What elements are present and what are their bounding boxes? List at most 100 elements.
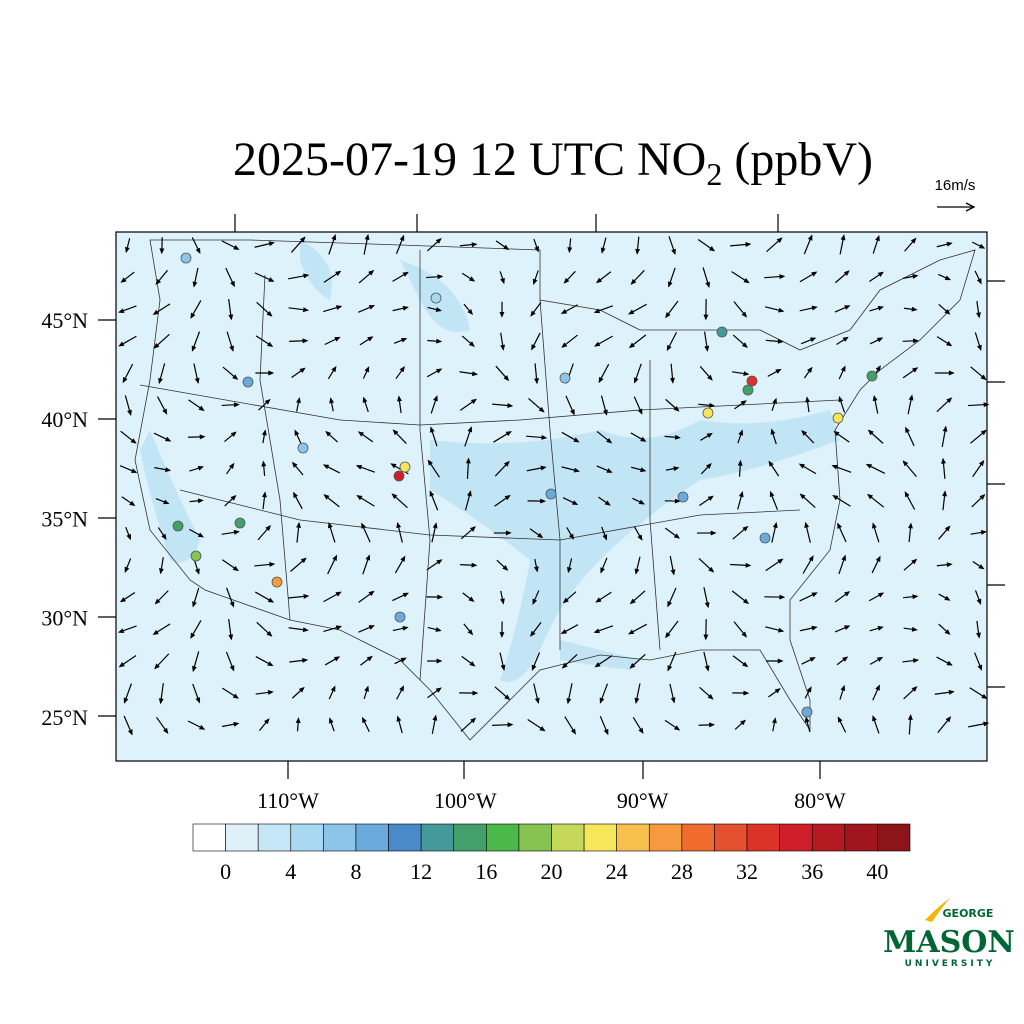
arrow-head [872,715,877,722]
wind-arrow [192,587,200,608]
arrow-head [706,432,713,439]
wind-arrow [459,242,478,248]
wind-arrow [972,459,985,478]
arrow-head [299,236,306,243]
arrow-head [876,337,884,343]
wind-arrow [119,592,136,603]
wind-arrow [355,464,375,473]
wind-arrow [902,460,917,478]
wind-arrow [463,303,474,316]
arrow-head [334,336,341,342]
wind-arrow [801,429,815,444]
arrow-head [837,716,843,723]
arrow-head [472,690,479,696]
arrow-head [228,314,234,321]
wind-arrow [461,272,476,282]
wind-arrow [495,365,510,382]
wind-arrow [533,558,539,573]
arrow-head [708,566,715,573]
arrow-head [328,717,334,724]
wind-arrow [532,590,540,605]
wind-arrow [799,271,818,283]
wind-arrow [734,719,746,730]
wind-arrow [296,397,301,412]
wind-arrow [533,683,540,705]
arrow-head [908,522,913,529]
arrow-head [980,429,987,436]
wind-arrow [869,271,884,282]
wind-arrow [125,526,132,541]
arrow-head [911,626,918,632]
arrow-head [703,634,709,641]
wind-arrow [427,338,443,344]
arrow-head [978,459,985,467]
title-suffix: (ppbV) [722,133,873,186]
arrow-head [505,431,512,437]
wind-arrow [221,529,240,535]
arrow-head [303,593,310,599]
arrow-head [911,558,918,565]
wind-arrow [593,305,614,314]
arrow-head [531,344,537,351]
wind-arrow [465,457,471,479]
wind-arrow [871,555,881,574]
arrow-head [983,402,990,408]
wind-arrow [192,267,199,288]
wind-arrow [771,397,777,412]
arrow-head [534,378,539,385]
wind-arrow [158,557,164,575]
wind-arrow [258,398,271,411]
arrow-head [365,554,371,561]
arrow-head [503,460,510,467]
arrow-head [131,468,138,473]
wind-arrow [563,270,576,284]
wind-arrow [430,395,438,414]
wind-arrow [464,490,472,511]
wind-arrow [155,269,169,285]
logo-bottom: UNIVERSITY [905,959,996,969]
wind-arrow [359,336,374,346]
arrow-head [437,274,444,280]
wind-arrow [561,431,580,443]
wind-arrow [630,432,647,442]
arrow-head [302,627,309,633]
colorbar: 0 4 8 12 16 20 24 28 32 36 40 [192,823,911,884]
arrow-head [540,465,547,471]
wind-arrow [124,238,131,254]
wind-arrow [903,686,918,700]
wind-arrow [123,715,133,736]
wind-arrow [189,465,205,472]
lon-label: 80°W [794,788,846,813]
wind-arrow [293,491,303,510]
arrow-head [230,431,237,438]
wind-arrow [427,626,442,632]
arrow-head [302,658,309,663]
wind-arrow [288,593,310,599]
arrow-head [229,462,235,469]
wind-arrow [255,656,274,667]
colorbar-box [453,823,487,852]
arrow-head [229,601,235,608]
state-borders [134,239,976,741]
wind-arrow [732,690,750,696]
wind-arrow [426,594,444,600]
wind-arrow [970,429,987,444]
arrow-head [158,377,163,385]
arrow-head [500,598,505,605]
arrow-head [158,568,164,575]
arrow-head [332,554,338,561]
wind-arrow [426,368,443,378]
arrow-head [329,397,335,404]
wind-arrow [124,558,132,573]
lon-label: 110°W [257,788,319,813]
wind-arrow [254,562,276,567]
arrow-head [806,686,812,693]
arrow-head [335,591,342,597]
wind-arrow [834,625,851,633]
colorbar-label: 32 [736,859,758,884]
arrow-head [268,241,275,247]
wind-arrow [834,270,850,284]
wind-arrow [839,684,846,700]
wind-arrow [191,237,201,255]
wind-arrow [601,526,608,541]
